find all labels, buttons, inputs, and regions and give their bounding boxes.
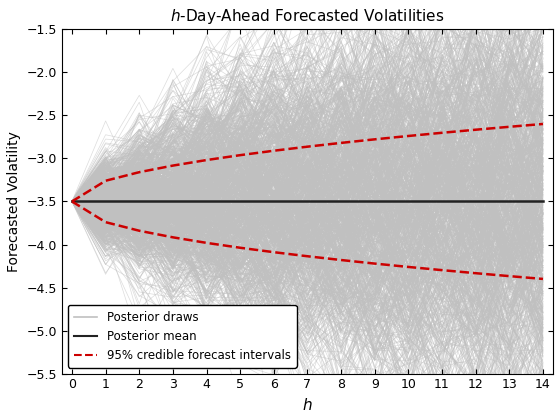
- Legend: Posterior draws, Posterior mean, 95% credible forecast intervals: Posterior draws, Posterior mean, 95% cre…: [68, 305, 297, 368]
- Title: $h$-Day-Ahead Forecasted Volatilities: $h$-Day-Ahead Forecasted Volatilities: [170, 7, 445, 26]
- X-axis label: $h$: $h$: [302, 397, 313, 413]
- Y-axis label: Forecasted Volatility: Forecasted Volatility: [7, 131, 21, 272]
